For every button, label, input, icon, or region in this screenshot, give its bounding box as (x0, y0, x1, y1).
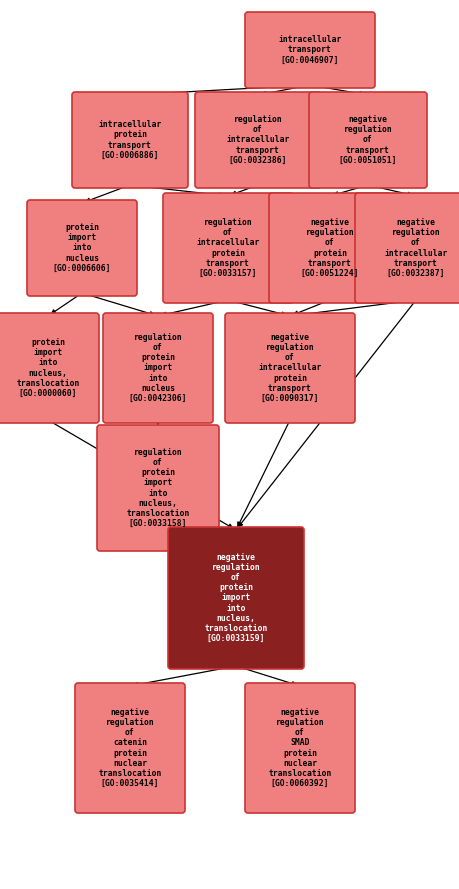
FancyBboxPatch shape (168, 527, 303, 669)
Text: negative
regulation
of
transport
[GO:0051051]: negative regulation of transport [GO:005… (338, 116, 397, 164)
Text: negative
regulation
of
catenin
protein
nuclear
translocation
[GO:0035414]: negative regulation of catenin protein n… (98, 709, 161, 788)
FancyBboxPatch shape (75, 683, 185, 813)
Text: regulation
of
protein
import
into
nucleus
[GO:0042306]: regulation of protein import into nucleu… (129, 333, 187, 403)
Text: regulation
of
protein
import
into
nucleus,
translocation
[GO:0033158]: regulation of protein import into nucleu… (126, 448, 189, 528)
Text: protein
import
into
nucleus,
translocation
[GO:0000060]: protein import into nucleus, translocati… (16, 339, 79, 397)
FancyBboxPatch shape (195, 92, 320, 188)
FancyBboxPatch shape (72, 92, 188, 188)
Text: regulation
of
intracellular
transport
[GO:0032386]: regulation of intracellular transport [G… (226, 116, 289, 164)
Text: negative
regulation
of
protein
import
into
nucleus,
translocation
[GO:0033159]: negative regulation of protein import in… (204, 553, 267, 643)
FancyBboxPatch shape (269, 193, 390, 303)
FancyBboxPatch shape (354, 193, 459, 303)
Text: protein
import
into
nucleus
[GO:0006606]: protein import into nucleus [GO:0006606] (53, 223, 111, 273)
Text: negative
regulation
of
SMAD
protein
nuclear
translocation
[GO:0060392]: negative regulation of SMAD protein nucl… (268, 709, 331, 788)
Text: intracellular
protein
transport
[GO:0006886]: intracellular protein transport [GO:0006… (98, 120, 161, 159)
Text: regulation
of
intracellular
protein
transport
[GO:0033157]: regulation of intracellular protein tran… (196, 219, 259, 277)
FancyBboxPatch shape (308, 92, 426, 188)
FancyBboxPatch shape (224, 313, 354, 423)
Text: intracellular
transport
[GO:0046907]: intracellular transport [GO:0046907] (278, 36, 341, 65)
Text: negative
regulation
of
intracellular
protein
transport
[GO:0090317]: negative regulation of intracellular pro… (258, 333, 321, 403)
FancyBboxPatch shape (245, 12, 374, 88)
FancyBboxPatch shape (97, 425, 218, 551)
FancyBboxPatch shape (245, 683, 354, 813)
FancyBboxPatch shape (162, 193, 292, 303)
FancyBboxPatch shape (103, 313, 213, 423)
Text: negative
regulation
of
protein
transport
[GO:0051224]: negative regulation of protein transport… (300, 219, 358, 277)
Text: negative
regulation
of
intracellular
transport
[GO:0032387]: negative regulation of intracellular tra… (383, 219, 447, 277)
FancyBboxPatch shape (0, 313, 99, 423)
FancyBboxPatch shape (27, 200, 137, 296)
